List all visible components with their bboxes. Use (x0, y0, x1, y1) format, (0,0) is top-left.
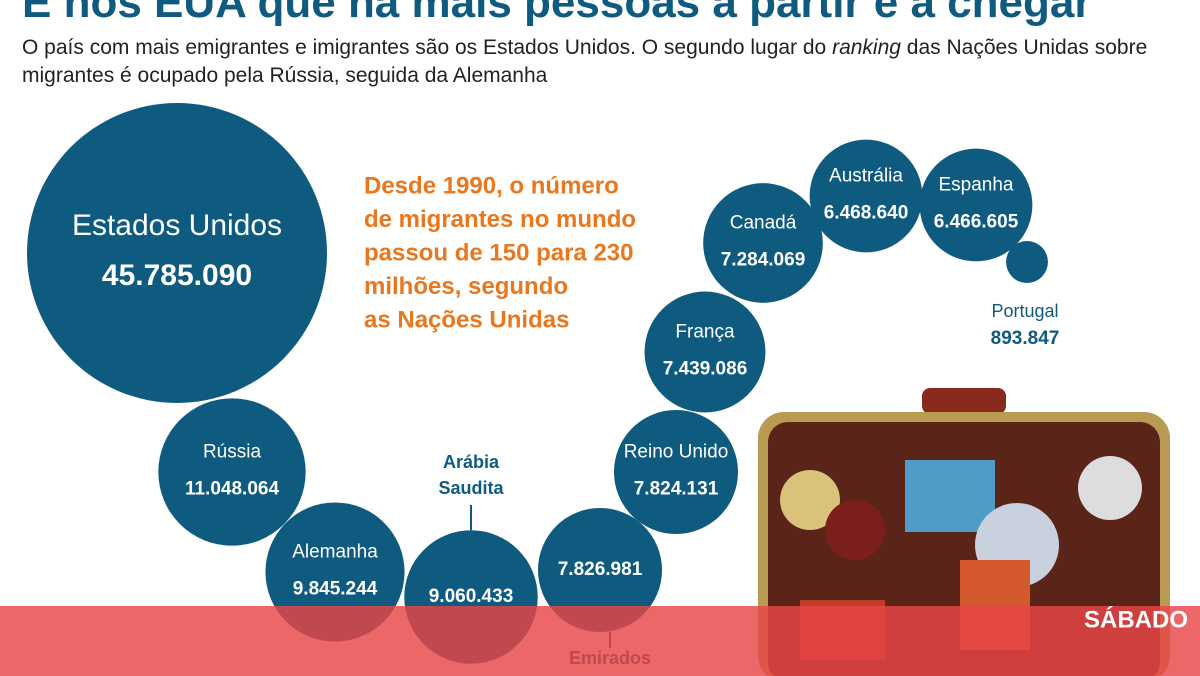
subtitle-text: das Nações Unidas sobre migrantes é ocup… (22, 36, 1148, 87)
bubble (1006, 241, 1048, 283)
country-value: 6.466.605 (934, 211, 1019, 232)
note-line: milhões, segundo (364, 273, 568, 300)
country-value: 7.284.069 (721, 249, 806, 270)
country-value: 7.826.981 (558, 559, 643, 580)
country-name: Canadá (730, 213, 797, 234)
country-name: Rússia (203, 442, 262, 463)
title: É nos EUA que há mais pessoas a partir e… (22, 0, 1092, 27)
bubble (809, 139, 923, 253)
country-name: Alemanha (292, 542, 378, 563)
bubble (27, 103, 327, 403)
note-line: Desde 1990, o número (364, 172, 619, 199)
country-value: 11.048.064 (185, 478, 279, 499)
country-name: França (675, 322, 735, 343)
bubble (703, 183, 823, 303)
name-line: Arábia (443, 452, 500, 472)
note-line: as Nações Unidas (364, 306, 569, 333)
country-name: Reino Unido (624, 442, 729, 463)
country-value: 7.824.131 (634, 478, 719, 499)
country-name: Austrália (829, 166, 903, 187)
country-name: Portugal (991, 301, 1058, 321)
country-name: Espanha (938, 175, 1013, 196)
country-value: 9.845.244 (293, 578, 378, 599)
country-name: Arábia Saudita (438, 452, 504, 498)
subtitle-emphasis: ranking (832, 36, 901, 59)
country-value: 9.060.433 (429, 586, 514, 607)
banner (0, 606, 1200, 676)
note-line: passou de 150 para 230 (364, 239, 633, 266)
country-value: 893.847 (991, 328, 1060, 349)
bubble (537, 507, 663, 633)
bubble (613, 409, 739, 535)
bubble (158, 398, 306, 546)
country-value: 6.468.640 (824, 202, 909, 223)
country-value: 7.439.086 (663, 358, 748, 379)
country-value: 45.785.090 (102, 259, 252, 292)
subtitle: O país com mais emigrantes e imigrantes … (22, 34, 1152, 90)
country-name: Estados Unidos (72, 209, 282, 242)
name-line: Saudita (438, 478, 504, 498)
bubble (644, 291, 766, 413)
bubble (919, 148, 1033, 262)
brand: SÁBADO (1084, 605, 1188, 633)
subtitle-text: O país com mais emigrantes e imigrantes … (22, 36, 833, 59)
note-line: de migrantes no mundo (364, 206, 636, 233)
